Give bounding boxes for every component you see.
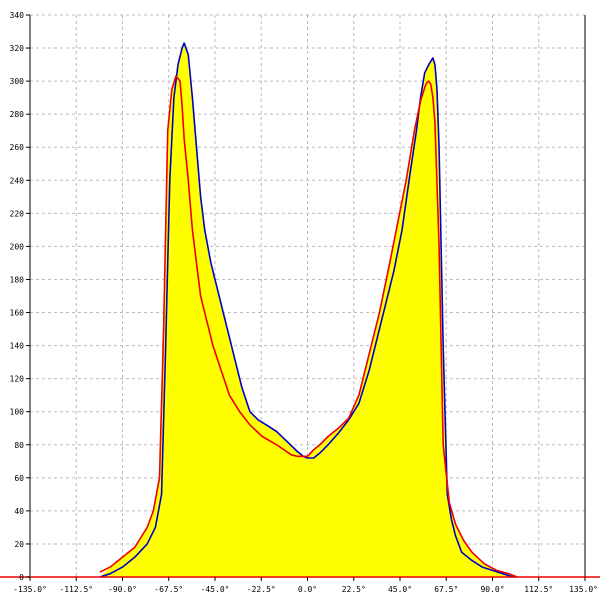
y-tick-label: 40 <box>14 507 24 516</box>
y-tick-label: 240 <box>10 176 25 185</box>
x-tick-label: -90.0° <box>108 585 137 594</box>
area-fill <box>99 43 518 578</box>
y-tick-label: 220 <box>10 209 25 218</box>
x-tick-label: 90.0° <box>480 585 504 594</box>
x-tick-label: -112.5° <box>59 585 93 594</box>
area-fill-envelope <box>99 43 518 578</box>
y-tick-label: 340 <box>10 11 25 20</box>
x-tick-label: -45.0° <box>201 585 230 594</box>
tick-labels: 0 20 40 60 80 100 120 140 160 180 200 220 240 260 280 3… <box>10 11 598 594</box>
x-tick-label: -135.0° <box>13 585 47 594</box>
y-tick-label: 100 <box>10 408 25 417</box>
y-tick-label: 0 <box>19 573 24 582</box>
axes <box>0 14 600 581</box>
x-tick-label: 22.5° <box>342 585 366 594</box>
y-tick-label: 20 <box>14 540 24 549</box>
x-tick-label: 135.0° <box>569 585 598 594</box>
y-tick-label: 60 <box>14 474 24 483</box>
x-tick-label: 112.5° <box>524 585 553 594</box>
y-tick-label: 140 <box>10 342 25 351</box>
y-tick-label: 300 <box>10 77 25 86</box>
x-tick-label: -67.5° <box>154 585 183 594</box>
series-lines <box>99 42 518 578</box>
y-tick-label: 120 <box>10 375 25 384</box>
series-line-2 <box>99 75 518 578</box>
x-tick-label: 45.0° <box>388 585 412 594</box>
series-line-1 <box>99 42 514 578</box>
y-tick-label: 200 <box>10 242 25 251</box>
y-tick-label: 280 <box>10 110 25 119</box>
y-tick-label: 160 <box>10 309 25 318</box>
y-tick-label: 260 <box>10 143 25 152</box>
y-tick-label: 80 <box>14 441 24 450</box>
y-tick-label: 320 <box>10 44 25 53</box>
x-tick-label: -22.5° <box>247 585 276 594</box>
y-tick-label: 180 <box>10 275 25 284</box>
x-tick-label: 67.5° <box>434 585 458 594</box>
x-tick-label: 0.0° <box>298 585 317 594</box>
